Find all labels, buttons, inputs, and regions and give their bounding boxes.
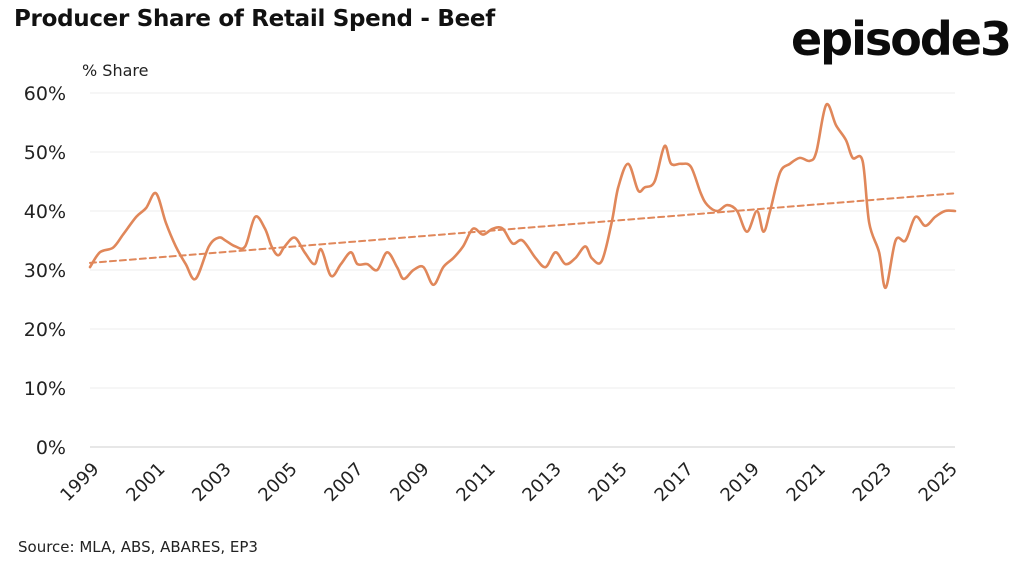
x-tick-label: 2021 [783,459,830,506]
source-note: Source: MLA, ABS, ABARES, EP3 [18,538,258,556]
y-tick-label: 40% [24,201,66,223]
x-tick-label: 2015 [585,459,632,506]
x-tick-label: 2003 [188,459,235,506]
gridlines [90,92,955,448]
y-tick-label: 20% [24,319,66,341]
series-line [88,102,957,290]
x-tick-label: 1999 [56,459,103,506]
x-tick-label: 2009 [386,459,433,506]
trend-line [89,192,956,264]
y-tick-label: 50% [24,142,66,164]
y-tick-label: 60% [24,83,66,105]
y-tick-label: 30% [24,260,66,282]
x-tick-label: 2013 [519,459,566,506]
x-tick-label: 2011 [452,459,499,506]
x-tick-label: 2023 [849,459,896,506]
x-tick-label: 2005 [254,459,301,506]
x-tick-label: 2007 [320,459,367,506]
series-group [88,102,957,290]
x-tick-label: 2025 [915,459,962,506]
x-tick-label: 2001 [122,459,169,506]
x-tick-label: 2017 [651,459,698,506]
x-tick-label: 2019 [717,459,764,506]
y-tick-label: 0% [36,437,66,459]
x-tick-labels: 1999 2001 2003 2005 2007 2009 2011 2013 2015 2017… [56,459,962,506]
episode3-logo: episode3 [790,12,1012,66]
y-axis-label: % Share [82,61,149,80]
y-tick-label: 10% [24,378,66,400]
chart-title: Producer Share of Retail Spend - Beef [14,6,495,32]
y-tick-labels: 0% 10% 20% 30% 40% 50% 60% [24,83,66,459]
